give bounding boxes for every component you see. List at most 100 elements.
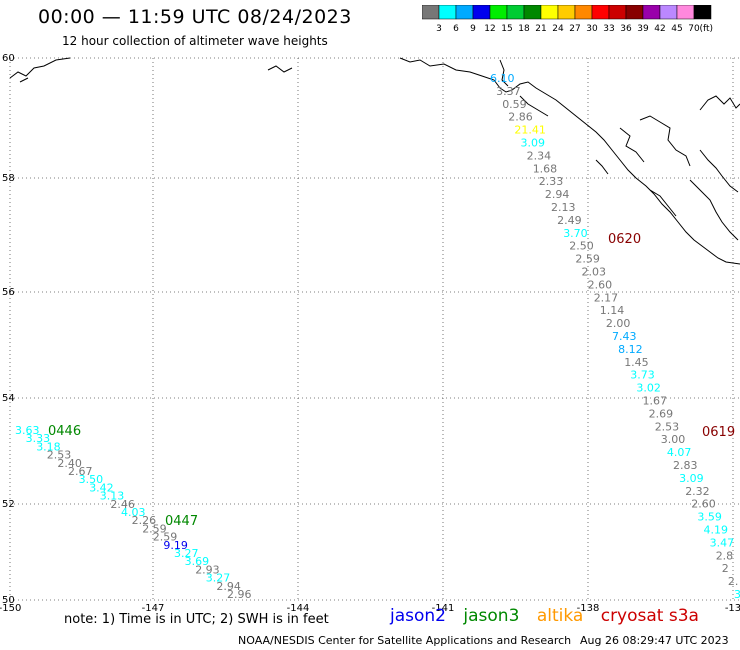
scale-label: 21 bbox=[535, 24, 546, 34]
wave-height-label: 3.13 bbox=[100, 490, 125, 503]
scale-label: 36 bbox=[620, 24, 632, 34]
wave-height-label: 3.00 bbox=[661, 433, 686, 446]
wave-height-label: 2.03 bbox=[582, 266, 607, 279]
coastline-segment bbox=[619, 127, 645, 163]
satellite-legend: jason2 jason3 altika cryosat s3a bbox=[390, 606, 711, 626]
wave-height-label: 4.07 bbox=[667, 446, 692, 459]
wave-height-label: 3.47 bbox=[710, 536, 735, 549]
coastline-segment bbox=[699, 149, 739, 193]
wave-height-label: 2.53 bbox=[47, 449, 72, 462]
wave-height-label: 2.26 bbox=[132, 514, 157, 527]
wave-height-label: 2.59 bbox=[575, 253, 600, 266]
scale-label: 30 bbox=[586, 24, 598, 34]
footer: NOAA/NESDIS Center for Satellite Applica… bbox=[238, 634, 738, 647]
scale-label: 33 bbox=[603, 24, 614, 34]
wave-height-label: 2.60 bbox=[588, 278, 613, 291]
wave-height-label: 2.33 bbox=[539, 175, 564, 188]
wave-height-label: 3.37 bbox=[496, 85, 520, 98]
altimeter-map: -150 -147 -144 -141 -138 -13 60 58 56 54 52 50 3.63… bbox=[0, 53, 740, 612]
wave-height-label: 3.27 bbox=[206, 572, 231, 585]
legend-jason2: jason2 bbox=[390, 606, 446, 626]
lon-tick-label: -13 bbox=[725, 603, 740, 612]
scale-swatch bbox=[693, 5, 712, 20]
wave-height-label: 21.41 bbox=[514, 124, 546, 137]
wave-height-label: 0.59 bbox=[502, 98, 527, 111]
scale-label: 70 bbox=[688, 24, 700, 34]
units-note: note: 1) Time is in UTC; 2) SWH is in fe… bbox=[64, 612, 329, 627]
scale-label: 9 bbox=[470, 24, 476, 34]
wave-height-label: 2.94 bbox=[545, 188, 570, 201]
scale-label: 45 bbox=[671, 24, 682, 34]
wave-height-label: 3.09 bbox=[679, 472, 704, 485]
wave-height-label: 2.60 bbox=[691, 498, 716, 511]
wave-height-label: 8.12 bbox=[618, 343, 643, 356]
coastline-segment bbox=[689, 179, 739, 241]
track-north-labels: 6.103.370.592.8621.413.092.341.682.332.9… bbox=[490, 72, 740, 601]
lon-tick-label: -147 bbox=[142, 603, 165, 612]
scale-label: 15 bbox=[501, 24, 512, 34]
legend-jason3: jason3 bbox=[463, 606, 520, 626]
wave-height-label: 4.03 bbox=[121, 506, 146, 519]
wave-height-label: 2.96 bbox=[227, 588, 252, 601]
wave-height-label: 3.42 bbox=[89, 481, 114, 494]
legend-cryosat: cryosat s3a bbox=[600, 606, 699, 626]
wave-height-label: 2.59 bbox=[153, 531, 178, 544]
wave-height-label: 2.53 bbox=[655, 420, 680, 433]
lat-tick-label: 56 bbox=[2, 287, 15, 298]
coastline-segment bbox=[699, 95, 740, 111]
wave-height-label: 3.73 bbox=[630, 369, 655, 382]
scale-label: 12 bbox=[484, 24, 495, 34]
wave-height-label: 2.94 bbox=[216, 580, 241, 593]
scale-label: 24 bbox=[552, 24, 564, 34]
lon-tick-label: -141 bbox=[432, 603, 455, 612]
credit-text: NOAA/NESDIS Center for Satellite Applica… bbox=[238, 634, 572, 647]
wave-height-label: 2.86 bbox=[508, 111, 533, 124]
wave-height-label: 9.19 bbox=[163, 539, 188, 552]
lat-tick-label: 52 bbox=[2, 499, 15, 510]
wave-height-label: 2.69 bbox=[649, 407, 674, 420]
lon-tick-label: -138 bbox=[577, 603, 600, 612]
wave-height-label: 7.43 bbox=[612, 330, 637, 343]
wave-height-label: 2.93 bbox=[195, 563, 220, 576]
wave-height-label: 2.8 bbox=[716, 549, 734, 562]
track-west-labels: 3.633.333.182.532.402.673.503.423.132.46… bbox=[15, 424, 252, 601]
wave-height-label: 1.68 bbox=[533, 162, 558, 175]
wave-height-label: 3.02 bbox=[636, 382, 661, 395]
map-subtitle: 12 hour collection of altimeter wave hei… bbox=[62, 34, 328, 48]
wave-height-label: 2.59 bbox=[142, 522, 167, 535]
legend-altika: altika bbox=[536, 606, 584, 626]
wave-height-label: 1.67 bbox=[643, 395, 668, 408]
wave-height-label: 3.70 bbox=[563, 227, 588, 240]
wave-height-label: 2.46 bbox=[110, 498, 134, 511]
scale-label: 6 bbox=[453, 24, 459, 34]
wave-height-label: 1.14 bbox=[600, 304, 625, 317]
wave-height-label: 1.45 bbox=[624, 356, 649, 369]
wave-height-label: 2.00 bbox=[606, 317, 631, 330]
map-title: 00:00 — 11:59 UTC 08/24/2023 bbox=[38, 6, 352, 28]
wave-height-label: 3.09 bbox=[521, 137, 546, 150]
wave-height-label: 3.50 bbox=[79, 473, 104, 486]
coastline-segment bbox=[519, 95, 549, 117]
pass-time-label: 0447 bbox=[165, 514, 198, 529]
coastline-segment bbox=[639, 115, 691, 167]
lat-tick-label: 50 bbox=[2, 595, 15, 606]
wave-height-color-scale: 3 6 9 12 15 18 21 24 27 30 33 36 39 42 45 70 (ft) bbox=[422, 5, 713, 34]
axis-tick-labels: -150 -147 -144 -141 -138 -13 60 58 56 54 52 50 bbox=[0, 53, 740, 612]
coastline-segment bbox=[499, 59, 509, 87]
wave-height-label: 3.59 bbox=[697, 511, 722, 524]
lon-tick-label: -150 bbox=[0, 603, 21, 612]
wave-height-label: 2.17 bbox=[594, 291, 619, 304]
wave-height-label: 2.40 bbox=[57, 457, 82, 470]
coastline-segment bbox=[649, 189, 677, 217]
wave-height-label: 2.50 bbox=[569, 240, 594, 253]
wave-height-label: 2.13 bbox=[551, 201, 576, 214]
coastline-segment bbox=[267, 65, 293, 73]
alaska-coastline bbox=[9, 57, 740, 265]
pass-time-labels: 0446 0447 0620 0619 bbox=[48, 232, 735, 529]
wave-height-label: 2.83 bbox=[673, 459, 698, 472]
wave-height-label: 2.49 bbox=[557, 214, 582, 227]
lat-tick-label: 54 bbox=[2, 393, 15, 404]
lon-tick-label: -144 bbox=[287, 603, 310, 612]
lat-tick-label: 60 bbox=[2, 53, 15, 64]
scale-label: 18 bbox=[518, 24, 530, 34]
